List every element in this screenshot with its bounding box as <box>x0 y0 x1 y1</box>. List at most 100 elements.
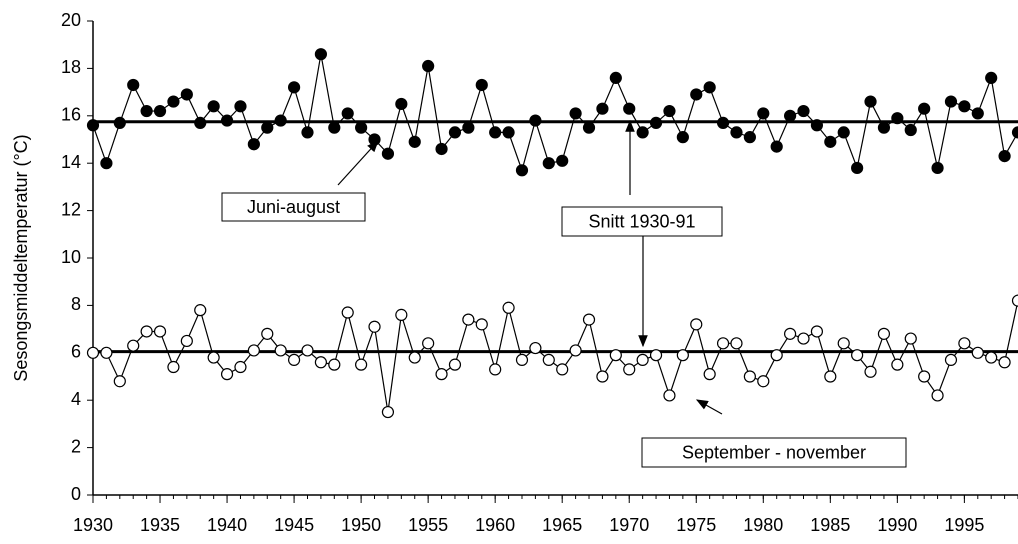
data-point <box>636 353 649 367</box>
annotation-arrow <box>695 399 723 415</box>
data-point <box>904 123 917 137</box>
x-tick-label: 1955 <box>408 515 448 535</box>
data-point <box>837 126 850 139</box>
data-point <box>971 107 984 120</box>
x-tick-label: 1960 <box>475 515 515 535</box>
data-point <box>180 334 193 348</box>
data-point <box>220 114 234 127</box>
y-tick-label: 14 <box>61 152 81 172</box>
data-point <box>556 154 569 167</box>
data-point <box>730 337 743 350</box>
data-point <box>971 346 984 359</box>
data-point <box>475 318 488 331</box>
series-line <box>92 54 1018 173</box>
data-point <box>998 149 1011 163</box>
data-point <box>153 104 167 118</box>
x-tick-label: 1940 <box>207 515 247 535</box>
data-point <box>797 104 810 118</box>
data-point <box>274 344 287 357</box>
y-tick-label: 0 <box>71 484 81 504</box>
data-point <box>368 133 381 146</box>
data-point <box>810 325 824 338</box>
data-point <box>408 351 421 364</box>
y-tick-label: 6 <box>71 342 81 362</box>
x-tick-label: 1930 <box>73 515 113 535</box>
data-point <box>985 71 998 84</box>
y-tick-label: 4 <box>71 389 81 409</box>
data-point <box>234 100 247 113</box>
data-point <box>703 81 716 94</box>
data-point <box>904 332 917 345</box>
x-tick-label: 1995 <box>944 515 984 535</box>
data-point <box>167 95 180 108</box>
mean-label: Snitt 1930-91 <box>588 211 695 231</box>
data-point <box>864 365 877 378</box>
data-point <box>770 349 783 362</box>
data-point <box>716 337 730 350</box>
legend-label-box <box>221 192 366 222</box>
data-point <box>113 116 126 130</box>
data-point <box>261 327 274 340</box>
data-point <box>837 337 850 350</box>
x-tick-label: 1945 <box>274 515 314 535</box>
data-point <box>1011 294 1018 307</box>
data-point <box>569 344 582 357</box>
data-point <box>985 351 998 364</box>
data-point <box>489 363 502 376</box>
x-tick-label: 1980 <box>743 515 783 535</box>
data-point <box>153 325 167 338</box>
data-point <box>167 360 180 374</box>
data-point <box>127 339 140 352</box>
data-point <box>194 116 207 130</box>
data-point <box>582 313 596 326</box>
data-point <box>502 301 515 314</box>
mean-label-box <box>561 206 723 237</box>
data-point <box>824 135 837 148</box>
data-point <box>623 363 636 376</box>
data-point <box>676 349 689 362</box>
data-point <box>502 126 515 139</box>
data-point <box>944 353 958 367</box>
data-point <box>596 102 609 115</box>
data-point <box>287 81 301 94</box>
data-point <box>100 346 113 359</box>
annotation-arrow <box>337 140 379 186</box>
data-point <box>220 368 234 381</box>
y-tick-label: 10 <box>61 247 81 267</box>
data-point <box>918 102 931 115</box>
data-point <box>435 142 448 156</box>
data-point <box>489 126 502 139</box>
data-point <box>542 157 555 170</box>
data-point <box>582 121 596 134</box>
y-tick-label: 12 <box>61 199 81 219</box>
data-point <box>529 114 542 127</box>
data-point <box>462 313 475 326</box>
data-point <box>623 102 636 115</box>
data-point <box>475 78 488 92</box>
data-point <box>676 131 689 144</box>
x-tick-label: 1950 <box>341 515 381 535</box>
data-point <box>247 344 260 357</box>
data-point <box>422 337 435 350</box>
legend-label: September - november <box>682 442 866 462</box>
data-point <box>355 121 368 134</box>
data-point <box>851 161 864 175</box>
y-tick-label: 18 <box>61 57 81 77</box>
data-point <box>180 88 193 101</box>
data-point <box>730 126 743 139</box>
data-point <box>515 353 529 367</box>
data-point <box>247 138 260 151</box>
data-point <box>891 358 904 371</box>
data-point <box>314 356 327 369</box>
data-point <box>207 351 220 364</box>
data-point <box>328 358 341 371</box>
series-line <box>93 300 1018 413</box>
data-point <box>1011 126 1018 139</box>
data-point <box>931 161 944 175</box>
data-point <box>810 119 824 132</box>
x-tick-label: 1985 <box>810 515 850 535</box>
data-point <box>341 107 354 120</box>
data-point <box>274 114 287 127</box>
data-point <box>824 370 837 383</box>
